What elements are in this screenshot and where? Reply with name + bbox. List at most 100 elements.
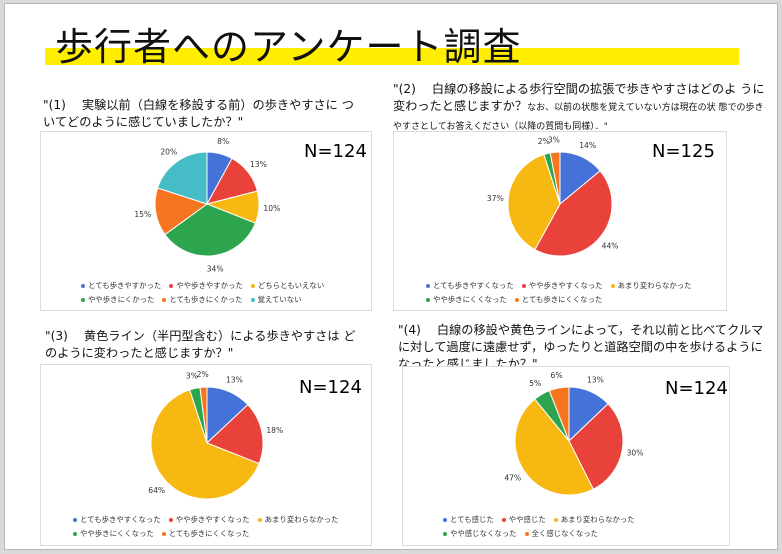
legend-item-1-1: とても歩きやすかった [81,279,161,293]
legend-2: とても歩きやすくなった やや歩きやすくなった あまり変わらなかったやや歩きにくくなっ… [426,279,700,307]
pie-slice-4-2 [568,403,624,490]
legend-label: あまり変わらなかった [560,515,635,524]
pie-label-3-1: 13% [226,376,243,385]
legend-swatch [168,518,173,522]
pie-label-1-1: 8% [217,137,229,146]
legend-swatch [426,298,430,302]
title-highlight-bar [45,48,739,65]
pie-label-1-5: 15% [134,210,151,219]
legend-swatch [501,518,506,522]
legend-item-3-1: とても歩きやすくなった [73,513,161,527]
legend-swatch [162,298,167,302]
legend-item-2-1: とても歩きやすくなった [426,279,514,293]
legend-item-4-4: やや感じなくなった [443,527,517,541]
pie-label-3-4: 3% [186,372,198,381]
pie-label-4-3: 47% [504,473,521,482]
pie-slice-1-4 [164,203,256,257]
legend-item-4-2: やや感じた [501,513,546,527]
legend-label: やや歩きにくくなった [433,295,507,304]
legend-swatch [250,298,255,302]
legend-label: やや歩きにくくなった [80,529,154,538]
legend-swatch [426,284,430,288]
legend-label: やや感じなくなった [450,529,517,538]
legend-swatch [524,532,529,536]
pie-label-2-3: 37% [487,194,504,203]
pie-label-2-4: 2% [538,137,550,146]
question-4-text: "(4) 白線の移設や黄色ラインによって，それ以前と比べてクルマ に対して過度に… [398,323,764,371]
legend-item-1-4: やや歩きにくかった [81,293,154,307]
n-label-1: N=124 [304,141,367,162]
legend-swatch [610,284,615,288]
legend-label: やや歩きやすくなった [528,281,603,290]
legend-label: とても歩きやすかった [88,281,162,290]
n-label-3: N=124 [299,377,362,398]
pie-slice-4-5 [548,386,570,442]
n-label-2: N=125 [652,141,715,162]
pie-slice-1-6 [156,151,208,205]
legend-swatch [514,298,519,302]
pie-slice-3-5 [199,386,208,444]
legend-label: やや歩きやすかった [176,281,243,290]
chart-panel-4: 13% 30% 47% 5% 6% N=124 とても感じた やや感じた あまり変わらなかっ… [402,366,730,546]
legend-swatch [73,532,77,536]
n-label-4: N=124 [665,378,728,399]
legend-item-4-5: 全く感じなくなった [524,527,598,541]
legend-label: あまり変わらなかった [264,515,339,524]
legend-label: とても歩きにくかった [169,295,243,304]
pie-label-2-5: 3% [548,135,560,144]
pie-chart-1: 8% 13% 10% 34% 15% 20% [134,137,280,273]
legend-swatch [250,284,255,288]
pie-slice-1-5 [154,187,209,236]
pie-label-2-2: 44% [602,241,619,250]
pie-label-4-2: 30% [627,448,644,457]
chart-panel-3: 13% 18% 64% 3% 2% N=124 とても歩きやすくなった やや歩きやすくなっ… [40,364,372,546]
slide-title: 歩行者へのアンケート調査 [55,25,522,69]
legend-3: とても歩きやすくなった やや歩きやすくなった あまり変わらなかったやや歩きにくくなっ… [73,513,347,541]
legend-swatch [73,518,77,522]
legend-swatch [553,518,558,522]
legend-swatch [161,532,166,536]
question-3: "(3) 黄色ライン（半円型含む）による歩きやすさは どのように変わったと感じま… [45,328,365,362]
pie-slice-4-3 [514,398,594,496]
pie-label-4-1: 13% [587,375,604,384]
legend-label: とても歩きやすくなった [433,281,514,290]
legend-swatch [81,298,85,302]
chart-panel-1: 8% 13% 10% 34% 15% 20% N=124 とても歩きやすかった やや歩きやす… [40,131,372,311]
chart-panel-2: 14% 44% 37% 2% 3% N=125 とても歩きやすくなった やや歩きやすくなっ… [393,131,727,311]
pie-slice-3-3 [150,389,260,500]
pie-label-3-3: 64% [148,486,165,495]
legend-swatch [169,284,174,288]
legend-label: 覚えていない [257,295,302,304]
legend-item-3-5: とても歩きにくくなった [161,527,250,541]
legend-swatch [81,284,85,288]
legend-item-1-3: どちらともいえない [250,279,325,293]
pie-label-3-2: 18% [266,426,283,435]
legend-label: どちらともいえない [257,281,325,290]
legend-item-4-3: あまり変わらなかった [553,513,635,527]
legend-item-3-2: やや歩きやすくなった [168,513,250,527]
legend-label: とても感じた [450,515,494,524]
legend-label: やや感じた [508,515,546,524]
legend-item-1-6: 覚えていない [250,293,302,307]
legend-item-3-4: やや歩きにくくなった [73,527,154,541]
legend-label: とても歩きにくくなった [168,529,250,538]
legend-item-2-4: やや歩きにくくなった [426,293,507,307]
legend-label: やや歩きにくかった [88,295,155,304]
question-3-text: "(3) 黄色ライン（半円型含む）による歩きやすさは どのように変わったと感じま… [45,329,356,360]
legend-label: あまり変わらなかった [617,281,692,290]
pie-chart-4: 13% 30% 47% 5% 6% [504,371,644,496]
pie-label-2-1: 14% [579,141,596,150]
legend-item-2-5: とても歩きにくくなった [514,293,603,307]
slide: 歩行者へのアンケート調査 "(1) 実験以前（白線を移設する前）の歩きやすさに … [4,3,778,550]
legend-swatch [443,518,447,522]
legend-1: とても歩きやすかった やや歩きやすかった どちらともいえないやや歩きにくかった とても… [81,279,332,307]
legend-item-1-2: やや歩きやすかった [169,279,243,293]
legend-label: とても歩きにくくなった [521,295,603,304]
pie-slice-2-3 [507,153,561,251]
pie-slice-3-2 [206,403,264,465]
pie-label-4-5: 6% [551,371,563,380]
pie-label-4-4: 5% [529,379,541,388]
question-2: "(2) 白線の移設による歩行空間の拡張で歩きやすさはどのよ うに変わったと感じ… [393,81,765,136]
question-1: "(1) 実験以前（白線を移設する前）の歩きやすさに ついてどのように感じていま… [43,97,363,131]
question-2-note: なお、以前の状態を覚えていない方は現在の状 態での歩きやすさとしてお答えください… [393,103,764,132]
